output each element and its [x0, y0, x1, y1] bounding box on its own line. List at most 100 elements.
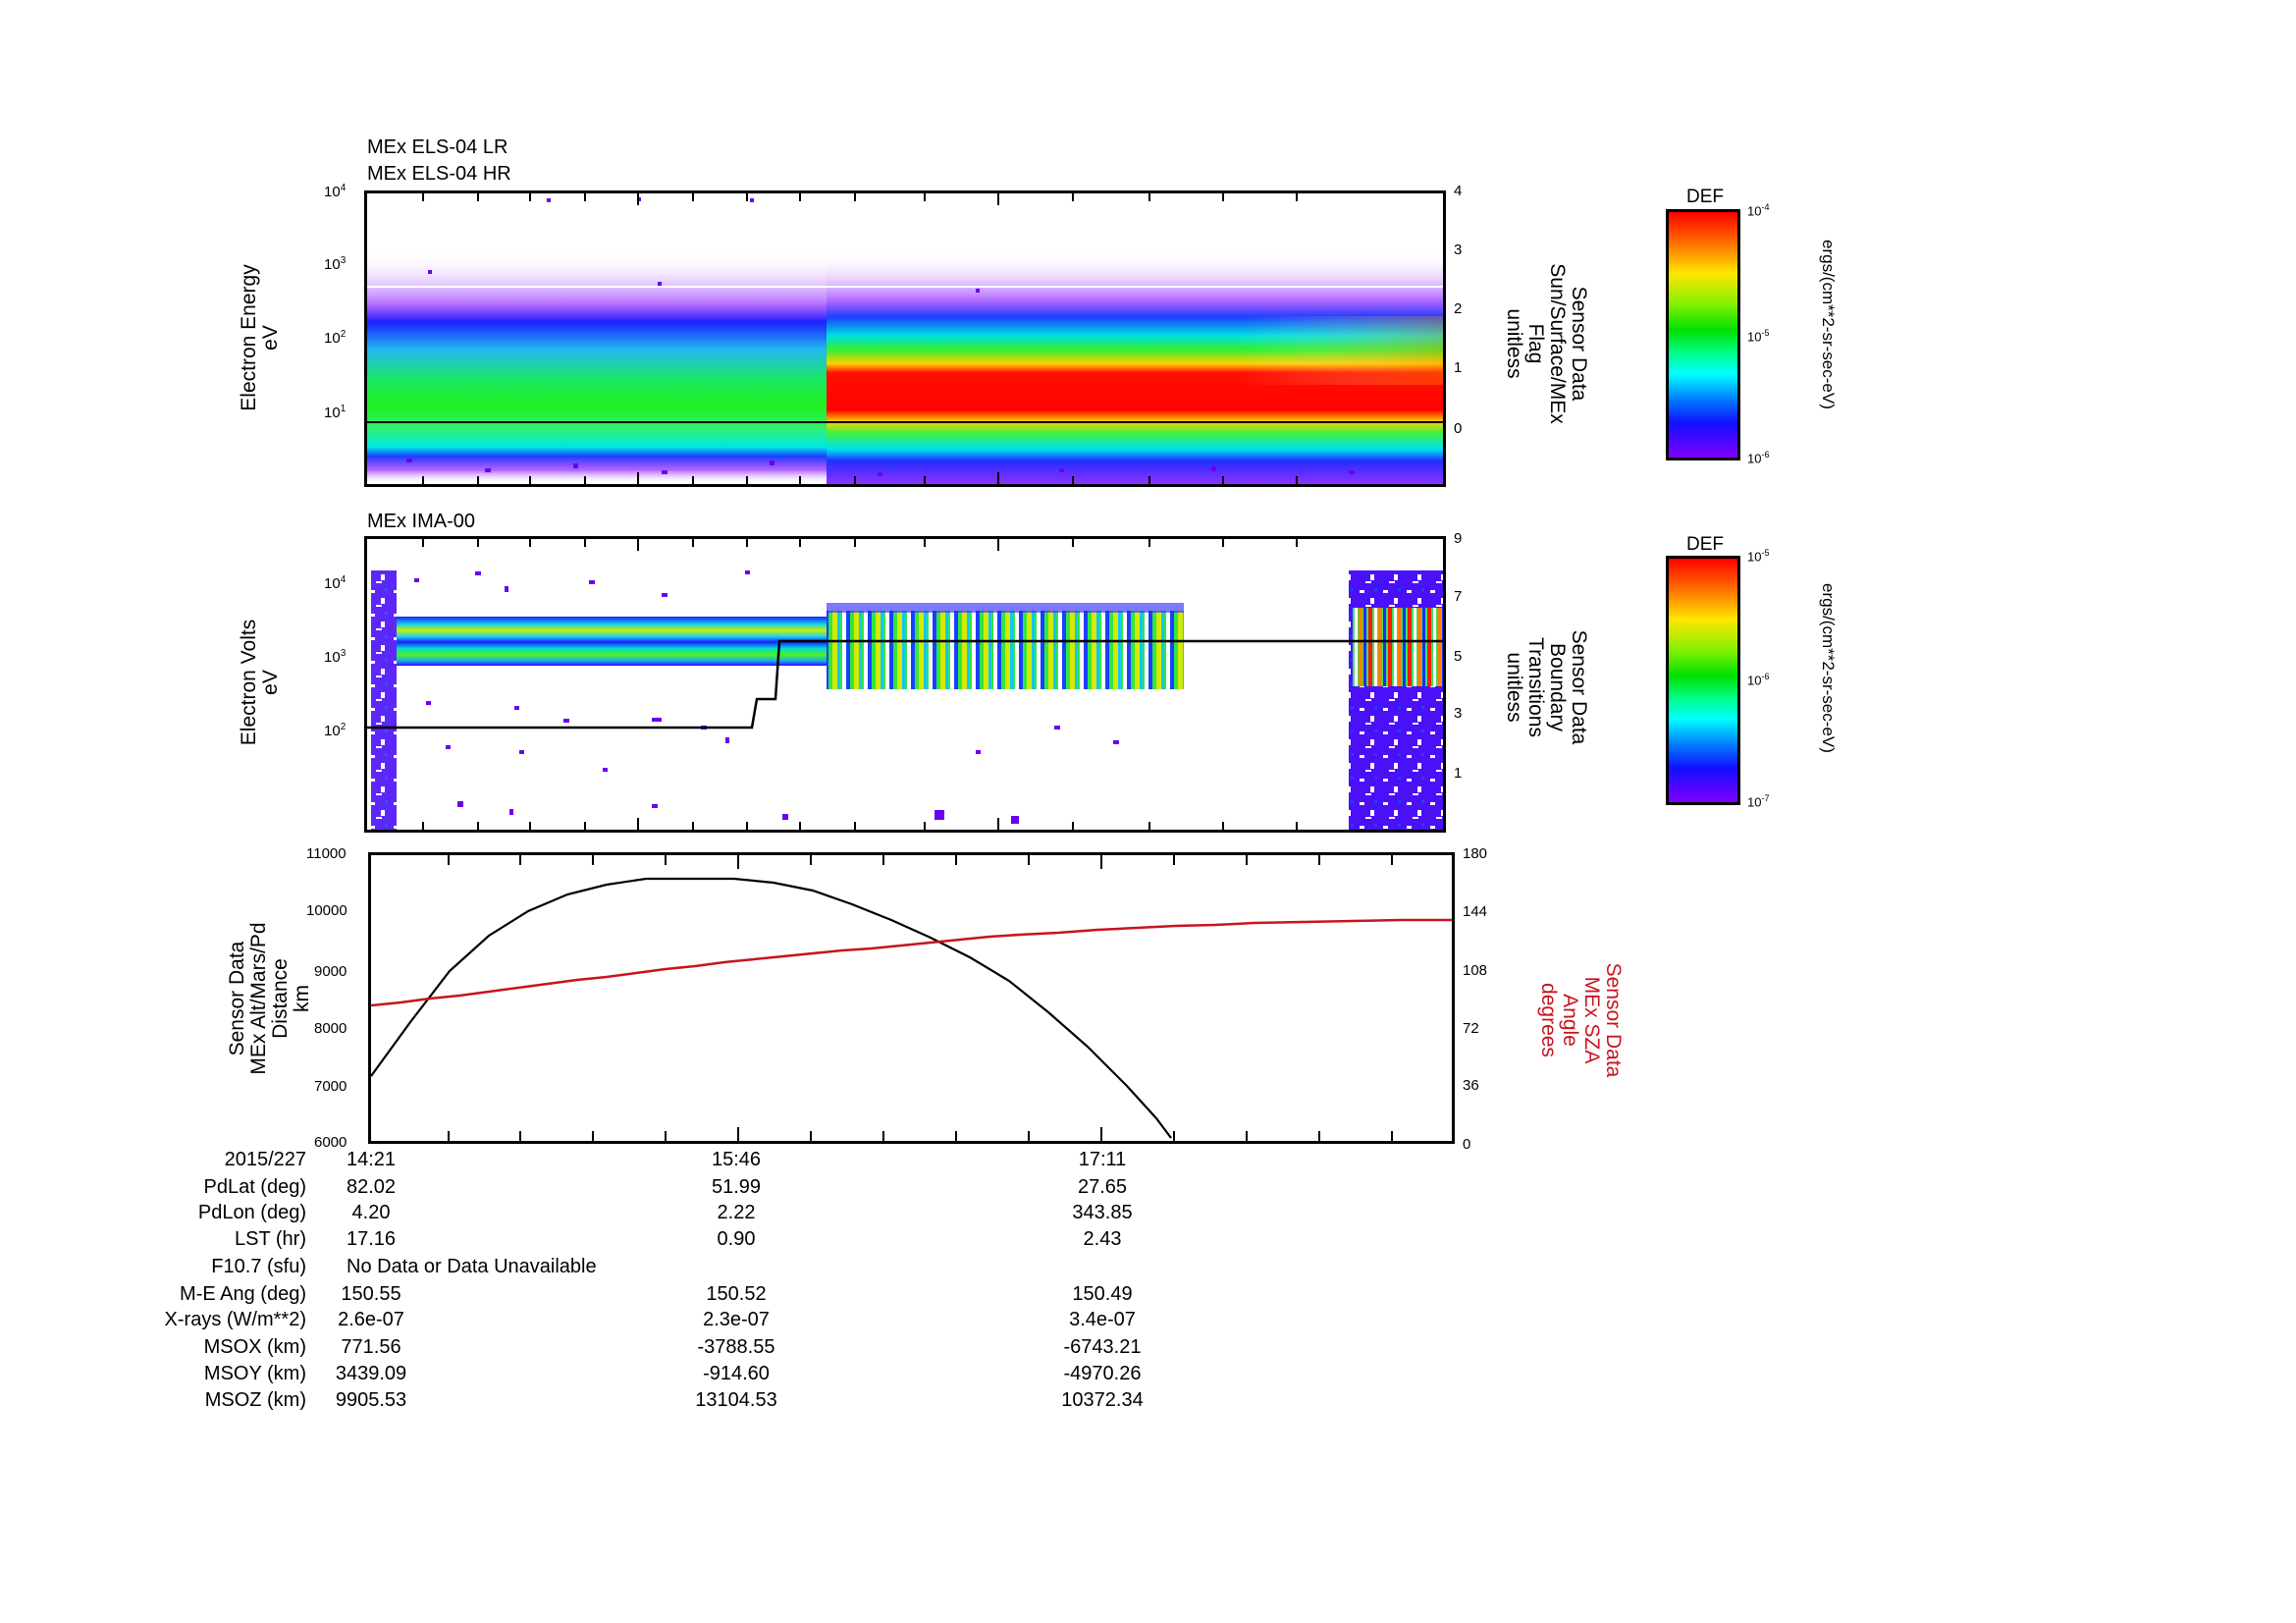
ima-ytick-1e2: 102 — [324, 722, 347, 739]
colorbar-ima-title: DEF — [1686, 534, 1724, 555]
colorbar-els-min: 10-6 — [1747, 450, 1770, 466]
orbit-right-tick-36: 36 — [1463, 1077, 1479, 1094]
orbit-ytick-6000: 6000 — [314, 1134, 347, 1151]
ephem-value: 2.43 — [1083, 1228, 1122, 1250]
orbit-ytick-9000: 9000 — [314, 963, 347, 980]
axis-label-line: Transitions — [1524, 637, 1547, 737]
ephem-label-msoz: MSOZ (km) — [204, 1389, 306, 1411]
axis-label-line: Electron Volts — [238, 619, 260, 746]
time-tick-3: 17:11 — [1078, 1149, 1127, 1170]
els-ytick-1e4: 104 — [324, 183, 347, 200]
orbit-right-tick-144: 144 — [1463, 903, 1488, 920]
panel-title-ima: MEx IMA-00 — [367, 511, 476, 532]
ephem-value: 27.65 — [1077, 1176, 1128, 1198]
time-tick-1: 14:21 — [346, 1149, 397, 1170]
ima-right-tick-5: 5 — [1454, 648, 1463, 665]
boundary-transition-line — [367, 639, 1443, 730]
ephem-label-f107: F10.7 (sfu) — [211, 1256, 306, 1277]
els-right-tick-1: 1 — [1454, 359, 1463, 376]
ephem-value: 4.20 — [351, 1202, 391, 1223]
orbit-line-plot-svg — [371, 855, 1452, 1141]
ima-right-tick-1: 1 — [1454, 765, 1463, 782]
els-right-tick-4: 4 — [1454, 183, 1463, 199]
colorbar-ima-unit: ergs/(cm**2-sr-sec-eV) — [1819, 583, 1838, 753]
ephem-value: 0.90 — [717, 1228, 756, 1250]
axis-label-line: Sensor Data — [226, 941, 248, 1056]
ephem-value: 2.22 — [717, 1202, 756, 1223]
axis-label-line: Sensor Data — [1568, 286, 1590, 402]
ima-right-tick-7: 7 — [1454, 588, 1463, 605]
colorbar-ima-min: 10-7 — [1747, 793, 1770, 810]
ephem-value: 2.6e-07 — [338, 1309, 404, 1330]
els-right-tick-2: 2 — [1454, 300, 1463, 317]
colorbar-ima-max: 10-5 — [1747, 548, 1770, 565]
ephem-value: -4970.26 — [1063, 1363, 1142, 1384]
orbit-right-axis-label: Sensor Data MEx SZA Angle degrees — [1537, 942, 1625, 1099]
ima-right-tick-9: 9 — [1454, 530, 1463, 547]
orbit-right-tick-180: 180 — [1463, 845, 1488, 862]
axis-label-line: eV — [259, 325, 282, 351]
ephem-value: -6743.21 — [1063, 1336, 1142, 1358]
ephem-value: 150.49 — [1072, 1283, 1133, 1305]
ima-spectrogram-plot — [367, 539, 1443, 830]
ima-right-tick-3: 3 — [1454, 705, 1463, 722]
colorbar-els — [1666, 209, 1740, 460]
colorbar-els-mid: 10-5 — [1747, 328, 1770, 345]
colorbar-els-title: DEF — [1686, 187, 1724, 207]
orbit-ytick-11000: 11000 — [306, 845, 347, 862]
axis-label-line: Sensor Data — [1602, 962, 1625, 1078]
axis-label-line: unitless — [1503, 652, 1525, 723]
time-tick-2: 15:46 — [711, 1149, 762, 1170]
ephem-label-lst: LST (hr) — [235, 1228, 306, 1250]
orbit-left-axis-label: Sensor Data MEx Alt/Mars/Pd Distance km — [226, 886, 313, 1111]
orbit-right-tick-72: 72 — [1463, 1020, 1479, 1037]
ephem-label-xrays: X-rays (W/m**2) — [164, 1309, 306, 1330]
orbit-right-tick-108: 108 — [1463, 962, 1488, 979]
ephem-value: 150.55 — [341, 1283, 401, 1305]
ephem-value: 343.85 — [1072, 1202, 1133, 1223]
axis-label-line: MEx SZA — [1580, 976, 1603, 1064]
axis-label-line: Flag — [1524, 323, 1547, 364]
els-right-tick-3: 3 — [1454, 242, 1463, 258]
axis-label-line: unitless — [1503, 308, 1525, 379]
panel-title-els-hr: MEx ELS-04 HR — [367, 163, 511, 185]
ephem-value: 10372.34 — [1061, 1389, 1144, 1411]
ima-ytick-1e4: 104 — [324, 574, 347, 592]
ephem-label-msoy: MSOY (km) — [203, 1363, 306, 1384]
els-right-tick-0: 0 — [1454, 420, 1463, 437]
axis-label-line: eV — [259, 670, 282, 695]
els-spectrogram[interactable] — [364, 190, 1446, 487]
axis-label-line: Distance — [269, 958, 292, 1039]
axis-label-line: Boundary — [1546, 643, 1569, 731]
orbit-right-tick-0: 0 — [1463, 1136, 1471, 1153]
colorbar-els-unit: ergs/(cm**2-sr-sec-eV) — [1819, 240, 1838, 409]
axis-label-line: Sun/Surface/MEx — [1546, 263, 1569, 424]
axis-label-line: Angle — [1559, 994, 1581, 1047]
ima-spectrogram[interactable] — [364, 536, 1446, 833]
ephem-value: -3788.55 — [697, 1336, 775, 1358]
orbit-ytick-8000: 8000 — [314, 1020, 347, 1037]
axis-label-line: km — [291, 985, 313, 1012]
colorbar-ima-mid: 10-6 — [1747, 672, 1770, 688]
ephem-label-me-ang: M-E Ang (deg) — [180, 1283, 306, 1305]
ima-right-axis-label: Sensor Data Boundary Transitions unitles… — [1503, 589, 1590, 785]
ephem-label-pdlon: PdLon (deg) — [197, 1202, 306, 1223]
ima-ytick-1e3: 103 — [324, 648, 347, 666]
els-ytick-1e1: 101 — [324, 404, 347, 421]
ephem-label-msox: MSOX (km) — [203, 1336, 306, 1358]
ephem-value: 13104.53 — [695, 1389, 777, 1411]
panel-title-els-lr: MEx ELS-04 LR — [367, 136, 508, 158]
axis-label-line: degrees — [1537, 983, 1560, 1057]
orbit-line-plot[interactable] — [368, 852, 1455, 1144]
ephem-value: 82.02 — [346, 1176, 397, 1198]
els-right-axis-label: Sensor Data Sun/Surface/MEx Flag unitles… — [1503, 245, 1590, 442]
els-ytick-1e2: 102 — [324, 329, 347, 347]
els-spectrogram-plot — [367, 193, 1443, 484]
ephem-value: 3439.09 — [335, 1363, 407, 1384]
ephem-value: -914.60 — [703, 1363, 770, 1384]
colorbar-els-max: 10-4 — [1747, 202, 1770, 219]
ephem-value: 771.56 — [341, 1336, 401, 1358]
ephem-value: 150.52 — [706, 1283, 767, 1305]
sza-line — [371, 918, 1452, 1007]
axis-label-line: Sensor Data — [1568, 629, 1590, 745]
